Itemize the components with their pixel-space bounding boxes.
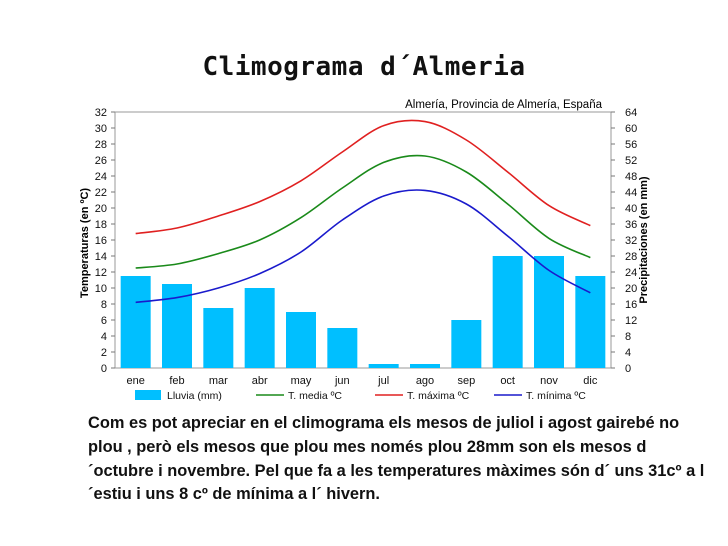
x-tick-label-ene: ene	[126, 375, 144, 387]
rain-bar-jun	[327, 328, 358, 368]
x-tick-label-mar: mar	[209, 375, 228, 387]
x-tick-label-jul: jul	[377, 375, 389, 387]
series-line-0	[135, 154, 591, 269]
x-tick-label-ago: ago	[416, 375, 434, 387]
left-tick-label: 28	[95, 139, 107, 151]
left-tick-label: 18	[95, 219, 107, 231]
rain-bar-ene	[120, 276, 151, 368]
right-tick-label: 8	[625, 331, 631, 343]
right-tick-label: 44	[625, 187, 637, 199]
x-tick-label-abr: abr	[252, 375, 268, 387]
legend-label: T. media ºC	[288, 390, 342, 402]
left-tick-label: 10	[95, 283, 107, 295]
right-tick-label: 36	[625, 219, 637, 231]
left-tick-label: 20	[95, 203, 107, 215]
legend-label: T. máxima ºC	[407, 390, 470, 402]
right-tick-label: 56	[625, 139, 637, 151]
right-tick-label: 16	[625, 299, 637, 311]
slide-title: Climograma d´Almeria	[202, 52, 526, 82]
x-tick-label-nov: nov	[540, 375, 558, 387]
x-tick-label-sep: sep	[457, 375, 475, 387]
right-tick-label: 32	[625, 235, 637, 247]
right-tick-label: 52	[625, 155, 637, 167]
rain-bar-sep	[451, 320, 482, 368]
right-tick-label: 28	[625, 251, 637, 263]
body-paragraph: Com es pot apreciar en el climograma els…	[88, 414, 705, 504]
right-tick-label: 4	[625, 347, 631, 359]
legend-item-3: T. mínima ºC	[494, 390, 586, 402]
right-axis-label: Precipitaciones (en mm)	[638, 176, 650, 303]
right-tick-label: 20	[625, 283, 637, 295]
rain-bar-dic	[575, 276, 606, 368]
left-tick-label: 8	[101, 299, 107, 311]
rain-bar-oct	[492, 256, 523, 368]
right-tick-label: 48	[625, 171, 637, 183]
left-tick-label: 12	[95, 267, 107, 279]
temperature-lines	[135, 119, 591, 304]
x-tick-label-oct: oct	[500, 375, 515, 387]
right-tick-label: 0	[625, 363, 631, 375]
x-tick-label-may: may	[291, 375, 312, 387]
series-line-2	[135, 189, 591, 304]
left-tick-label: 30	[95, 123, 107, 135]
right-tick-label: 24	[625, 267, 637, 279]
left-tick-label: 0	[101, 363, 107, 375]
right-tick-label: 64	[625, 107, 637, 119]
rain-bar-nov	[534, 256, 564, 368]
left-tick-label: 4	[101, 331, 107, 343]
left-tick-label: 2	[101, 347, 107, 359]
legend-swatch-rain	[135, 390, 161, 400]
x-axis: ene feb mar abr may jun jul ago sep oct nov dic	[126, 375, 597, 387]
rain-bar-ago	[410, 364, 440, 368]
left-tick-label: 32	[95, 107, 107, 119]
rain-bars	[120, 256, 606, 368]
climograph-chart: Almería, Provincia de Almería, España 0 2…	[79, 99, 650, 402]
left-tick-label: 22	[95, 187, 107, 199]
right-tick-label: 60	[625, 123, 637, 135]
rain-bar-mar	[203, 308, 234, 368]
x-tick-label-feb: feb	[169, 375, 184, 387]
chart-title: Almería, Provincia de Almería, España	[405, 99, 602, 111]
series-line-1	[135, 119, 591, 235]
right-tick-label: 40	[625, 203, 637, 215]
rain-bar-jul	[368, 364, 399, 368]
legend-label: Lluvia (mm)	[167, 390, 222, 402]
left-tick-label: 16	[95, 235, 107, 247]
right-tick-label: 12	[625, 315, 637, 327]
left-axis-label: Temperaturas (en ºC)	[79, 188, 91, 299]
x-tick-label-dic: dic	[583, 375, 598, 387]
left-tick-label: 6	[101, 315, 107, 327]
x-tick-label-jun: jun	[334, 375, 350, 387]
rain-bar-may	[286, 312, 316, 368]
chart-legend: Lluvia (mm) T. media ºC T. máxima ºC T. mín…	[135, 390, 586, 402]
rain-bar-feb	[162, 284, 192, 368]
legend-item-2: T. máxima ºC	[375, 390, 470, 402]
legend-item-0: Lluvia (mm)	[135, 390, 222, 402]
legend-item-1: T. media ºC	[256, 390, 342, 402]
legend-label: T. mínima ºC	[526, 390, 586, 402]
rain-bar-abr	[244, 288, 275, 368]
left-tick-label: 26	[95, 155, 107, 167]
left-tick-label: 24	[95, 171, 107, 183]
left-tick-label: 14	[95, 251, 107, 263]
